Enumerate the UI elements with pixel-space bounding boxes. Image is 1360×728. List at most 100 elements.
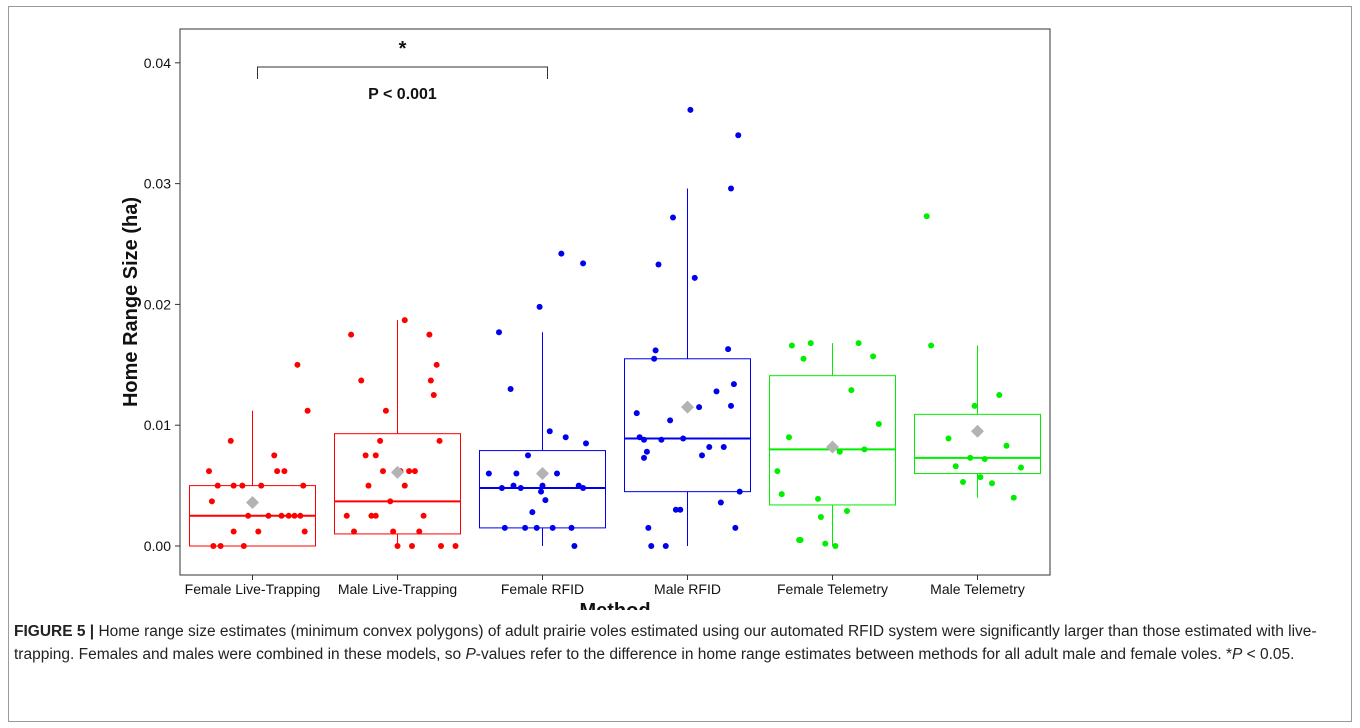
data-point (945, 435, 952, 442)
data-point (438, 543, 444, 550)
data-point (348, 331, 355, 338)
data-point (358, 377, 365, 384)
data-point (522, 524, 529, 531)
data-point (362, 452, 369, 459)
data-point (717, 499, 724, 506)
data-point (210, 543, 217, 550)
data-point (641, 436, 647, 443)
plot-area (179, 28, 1051, 576)
data-point (800, 355, 807, 362)
data-point (230, 528, 237, 535)
data-point (728, 185, 734, 192)
data-point (583, 440, 589, 447)
caption-figure-label: FIGURE 5 | (14, 623, 95, 640)
data-point (538, 488, 545, 495)
data-point (427, 377, 434, 384)
data-point (498, 485, 505, 492)
box-group (914, 345, 1041, 498)
data-point (662, 543, 669, 550)
data-point (1010, 494, 1017, 501)
data-point (549, 524, 556, 531)
data-point (394, 543, 401, 550)
data-point (382, 407, 389, 414)
significance-star: * (399, 38, 407, 60)
data-point (1018, 464, 1024, 471)
data-point (687, 106, 694, 113)
data-point (452, 543, 459, 550)
data-point (952, 463, 959, 470)
data-point (539, 482, 546, 489)
x-tick-label: Male Telemetry (930, 581, 1025, 597)
data-point (411, 468, 418, 475)
data-point (255, 528, 262, 535)
data-point (815, 495, 821, 502)
iqr-box (334, 433, 461, 535)
x-tick-label: Female RFID (501, 581, 584, 597)
data-point (699, 452, 705, 459)
data-point (274, 468, 281, 475)
data-point (796, 536, 803, 543)
caption-text-c: < 0.05. (1242, 646, 1295, 663)
data-point (670, 214, 676, 221)
data-point (304, 407, 311, 414)
y-tick-label: 0.04 (144, 55, 171, 71)
data-point (214, 482, 221, 489)
figure-caption: FIGURE 5 | Home range size estimates (mi… (14, 620, 1334, 666)
x-tick-label: Female Live-Trapping (185, 581, 321, 597)
data-point (967, 454, 974, 461)
box-group (189, 410, 316, 547)
data-point (822, 540, 829, 547)
data-point (351, 528, 357, 535)
data-point (788, 342, 795, 349)
mean-marker (536, 467, 549, 481)
significance-bracket (257, 66, 548, 79)
data-point (265, 512, 272, 519)
y-axis-title: Home Range Size (ha) (120, 197, 142, 407)
data-point (645, 524, 652, 531)
data-point (208, 498, 215, 505)
data-point (774, 468, 781, 475)
data-point (507, 385, 514, 392)
data-point (230, 482, 237, 489)
data-point (485, 470, 492, 477)
data-point (730, 381, 737, 388)
x-tick-label: Male RFID (654, 581, 721, 597)
data-point (525, 452, 531, 459)
data-point (571, 543, 578, 550)
data-point (278, 512, 285, 519)
data-point (401, 317, 408, 324)
data-point (227, 437, 234, 444)
y-tick-label: 0.01 (144, 417, 171, 433)
data-point (240, 543, 247, 550)
data-point (426, 331, 433, 338)
box-group-layer (189, 188, 1041, 547)
data-point (875, 421, 882, 428)
data-point (696, 404, 703, 411)
data-point (420, 512, 427, 519)
data-point (836, 448, 843, 455)
data-point (706, 443, 713, 450)
data-point (658, 436, 665, 443)
data-point (372, 512, 379, 519)
data-point (558, 250, 565, 257)
data-point (430, 392, 437, 399)
x-tick-label: Male Live-Trapping (338, 581, 457, 597)
data-point (409, 543, 415, 550)
data-point (206, 468, 212, 475)
data-point (416, 528, 423, 535)
data-point (848, 387, 855, 394)
data-point (580, 485, 587, 492)
data-point (735, 132, 742, 139)
mean-marker (681, 400, 694, 414)
data-point (971, 402, 978, 409)
data-point (297, 512, 304, 519)
data-point (651, 355, 658, 362)
data-point (401, 482, 408, 489)
y-axis: 0.00 0.01 0.02 0.03 0.04 (144, 55, 180, 554)
data-point (655, 261, 662, 268)
data-point (513, 470, 520, 477)
data-point (368, 512, 375, 519)
figure-frame (8, 6, 1352, 722)
caption-text-a: Home range size estimates (minimum conve… (14, 623, 1317, 663)
data-point (667, 417, 674, 424)
